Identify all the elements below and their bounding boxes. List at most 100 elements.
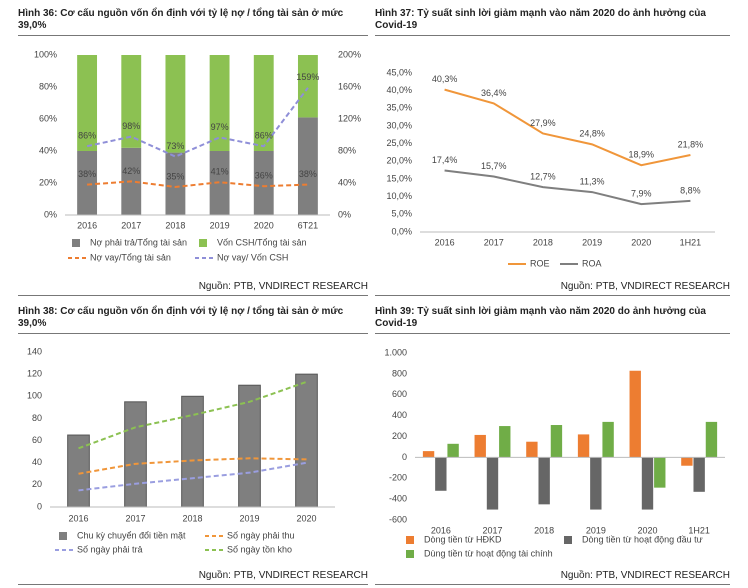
y2-tick-label: 0% <box>338 209 351 219</box>
data-label: 36,4% <box>481 88 507 98</box>
y2-tick-label: 200% <box>338 49 361 59</box>
line <box>86 87 309 158</box>
y-tick-label: 0 <box>402 452 407 462</box>
y-tick-label: 140 <box>27 346 42 356</box>
bar <box>77 151 98 215</box>
legend-label: Nợ vay/ Vốn CSH <box>217 252 288 262</box>
legend-marker <box>406 536 414 544</box>
bar <box>474 434 486 458</box>
x-tick-label: 6T21 <box>298 220 319 230</box>
bar <box>486 457 499 510</box>
y-tick-label: 30,0% <box>386 120 412 130</box>
y-tick-label: 0 <box>37 501 42 511</box>
y2-tick-label: 120% <box>338 113 361 123</box>
data-label: 86% <box>78 131 96 141</box>
chart-title: Hình 38: Cơ cấu nguồn vốn ổn định với tỷ… <box>18 306 368 334</box>
y-tick-label: 80% <box>39 81 57 91</box>
data-label: 17,4% <box>432 155 458 165</box>
bar <box>253 55 274 151</box>
bar <box>165 55 186 153</box>
y-tick-label: 60% <box>39 113 57 123</box>
y-tick-label: 200 <box>392 431 407 441</box>
legend-label: Chu kỳ chuyển đổi tiền mặt <box>77 530 186 540</box>
x-tick-label: 2016 <box>431 525 451 535</box>
data-label: 21,8% <box>678 139 704 149</box>
y-tick-label: 400 <box>392 410 407 420</box>
bar <box>435 457 447 491</box>
bar <box>693 457 705 492</box>
line <box>87 180 308 189</box>
bar <box>77 55 98 151</box>
data-label: 38% <box>299 169 317 179</box>
y-tick-label: 600 <box>392 389 407 399</box>
legend-marker <box>72 239 80 247</box>
bar <box>297 55 318 118</box>
data-label: 86% <box>255 131 273 141</box>
y-tick-label: 80 <box>32 413 42 423</box>
x-tick-label: 2019 <box>582 237 602 247</box>
data-label: 38% <box>78 169 96 179</box>
data-label: 159% <box>296 72 319 82</box>
x-tick-label: 2020 <box>254 220 274 230</box>
y-tick-label: 20,0% <box>386 156 412 166</box>
bar <box>526 441 538 458</box>
bar <box>124 401 147 508</box>
legend-marker <box>59 532 67 540</box>
data-label: 36% <box>255 171 273 181</box>
bar <box>577 434 590 458</box>
y-tick-label: 120 <box>27 369 42 379</box>
source: Nguồn: PTB, VNDIRECT RESEARCH <box>18 570 368 585</box>
x-tick-label: 2017 <box>121 220 141 230</box>
y-tick-label: 0,0% <box>391 226 412 236</box>
chart-title: Hình 39: Tỷ suất sinh lời giảm mạnh vào … <box>375 306 730 334</box>
x-tick-label: 2017 <box>482 525 502 535</box>
legend-label: Số ngày phải thu <box>227 530 295 540</box>
legend-marker <box>406 550 414 558</box>
y-tick-label: 35,0% <box>386 103 412 113</box>
x-tick-label: 1H21 <box>688 525 710 535</box>
y2-tick-label: 80% <box>338 145 356 155</box>
bar <box>165 152 186 215</box>
data-label: 7,9% <box>631 188 652 198</box>
y-tick-label: 40 <box>32 457 42 467</box>
x-tick-label: 2020 <box>631 237 651 247</box>
x-tick-label: 2020 <box>637 525 657 535</box>
x-tick-label: 2016 <box>68 513 88 523</box>
bar <box>209 55 230 151</box>
bar <box>550 425 563 458</box>
y-tick-label: 100 <box>27 391 42 401</box>
x-tick-label: 2019 <box>586 525 606 535</box>
bar <box>447 443 459 458</box>
bar <box>422 451 435 458</box>
bar <box>67 434 90 508</box>
data-label: 98% <box>122 121 140 131</box>
x-tick-label: 2018 <box>165 220 185 230</box>
legend-label: Vốn CSH/Tổng tài sản <box>217 237 307 247</box>
data-label: 40,3% <box>432 74 458 84</box>
bar <box>654 457 666 488</box>
legend-label: Dòng tiền từ hoạt động đầu tư <box>582 534 703 544</box>
y-tick-label: 10,0% <box>386 191 412 201</box>
y2-tick-label: 40% <box>338 177 356 187</box>
bar <box>181 395 204 508</box>
bar <box>295 373 318 508</box>
line <box>78 380 307 450</box>
x-tick-label: 2016 <box>435 237 455 247</box>
legend-label: Dùng tiền từ hoạt động tài chính <box>424 548 553 558</box>
source: Nguồn: PTB, VNDIRECT RESEARCH <box>375 570 730 585</box>
data-label: 24,8% <box>579 129 605 139</box>
legend-label: ROA <box>582 258 602 268</box>
bar <box>590 457 602 510</box>
y-tick-label: 40,0% <box>386 85 412 95</box>
y-tick-label: 45,0% <box>386 67 412 77</box>
bar <box>629 370 641 458</box>
y-tick-label: 60 <box>32 435 42 445</box>
bar <box>705 421 718 458</box>
data-label: 73% <box>166 141 184 151</box>
x-tick-label: 2019 <box>210 220 230 230</box>
x-tick-label: 2018 <box>534 525 554 535</box>
data-label: 97% <box>211 122 229 132</box>
line <box>444 169 691 206</box>
